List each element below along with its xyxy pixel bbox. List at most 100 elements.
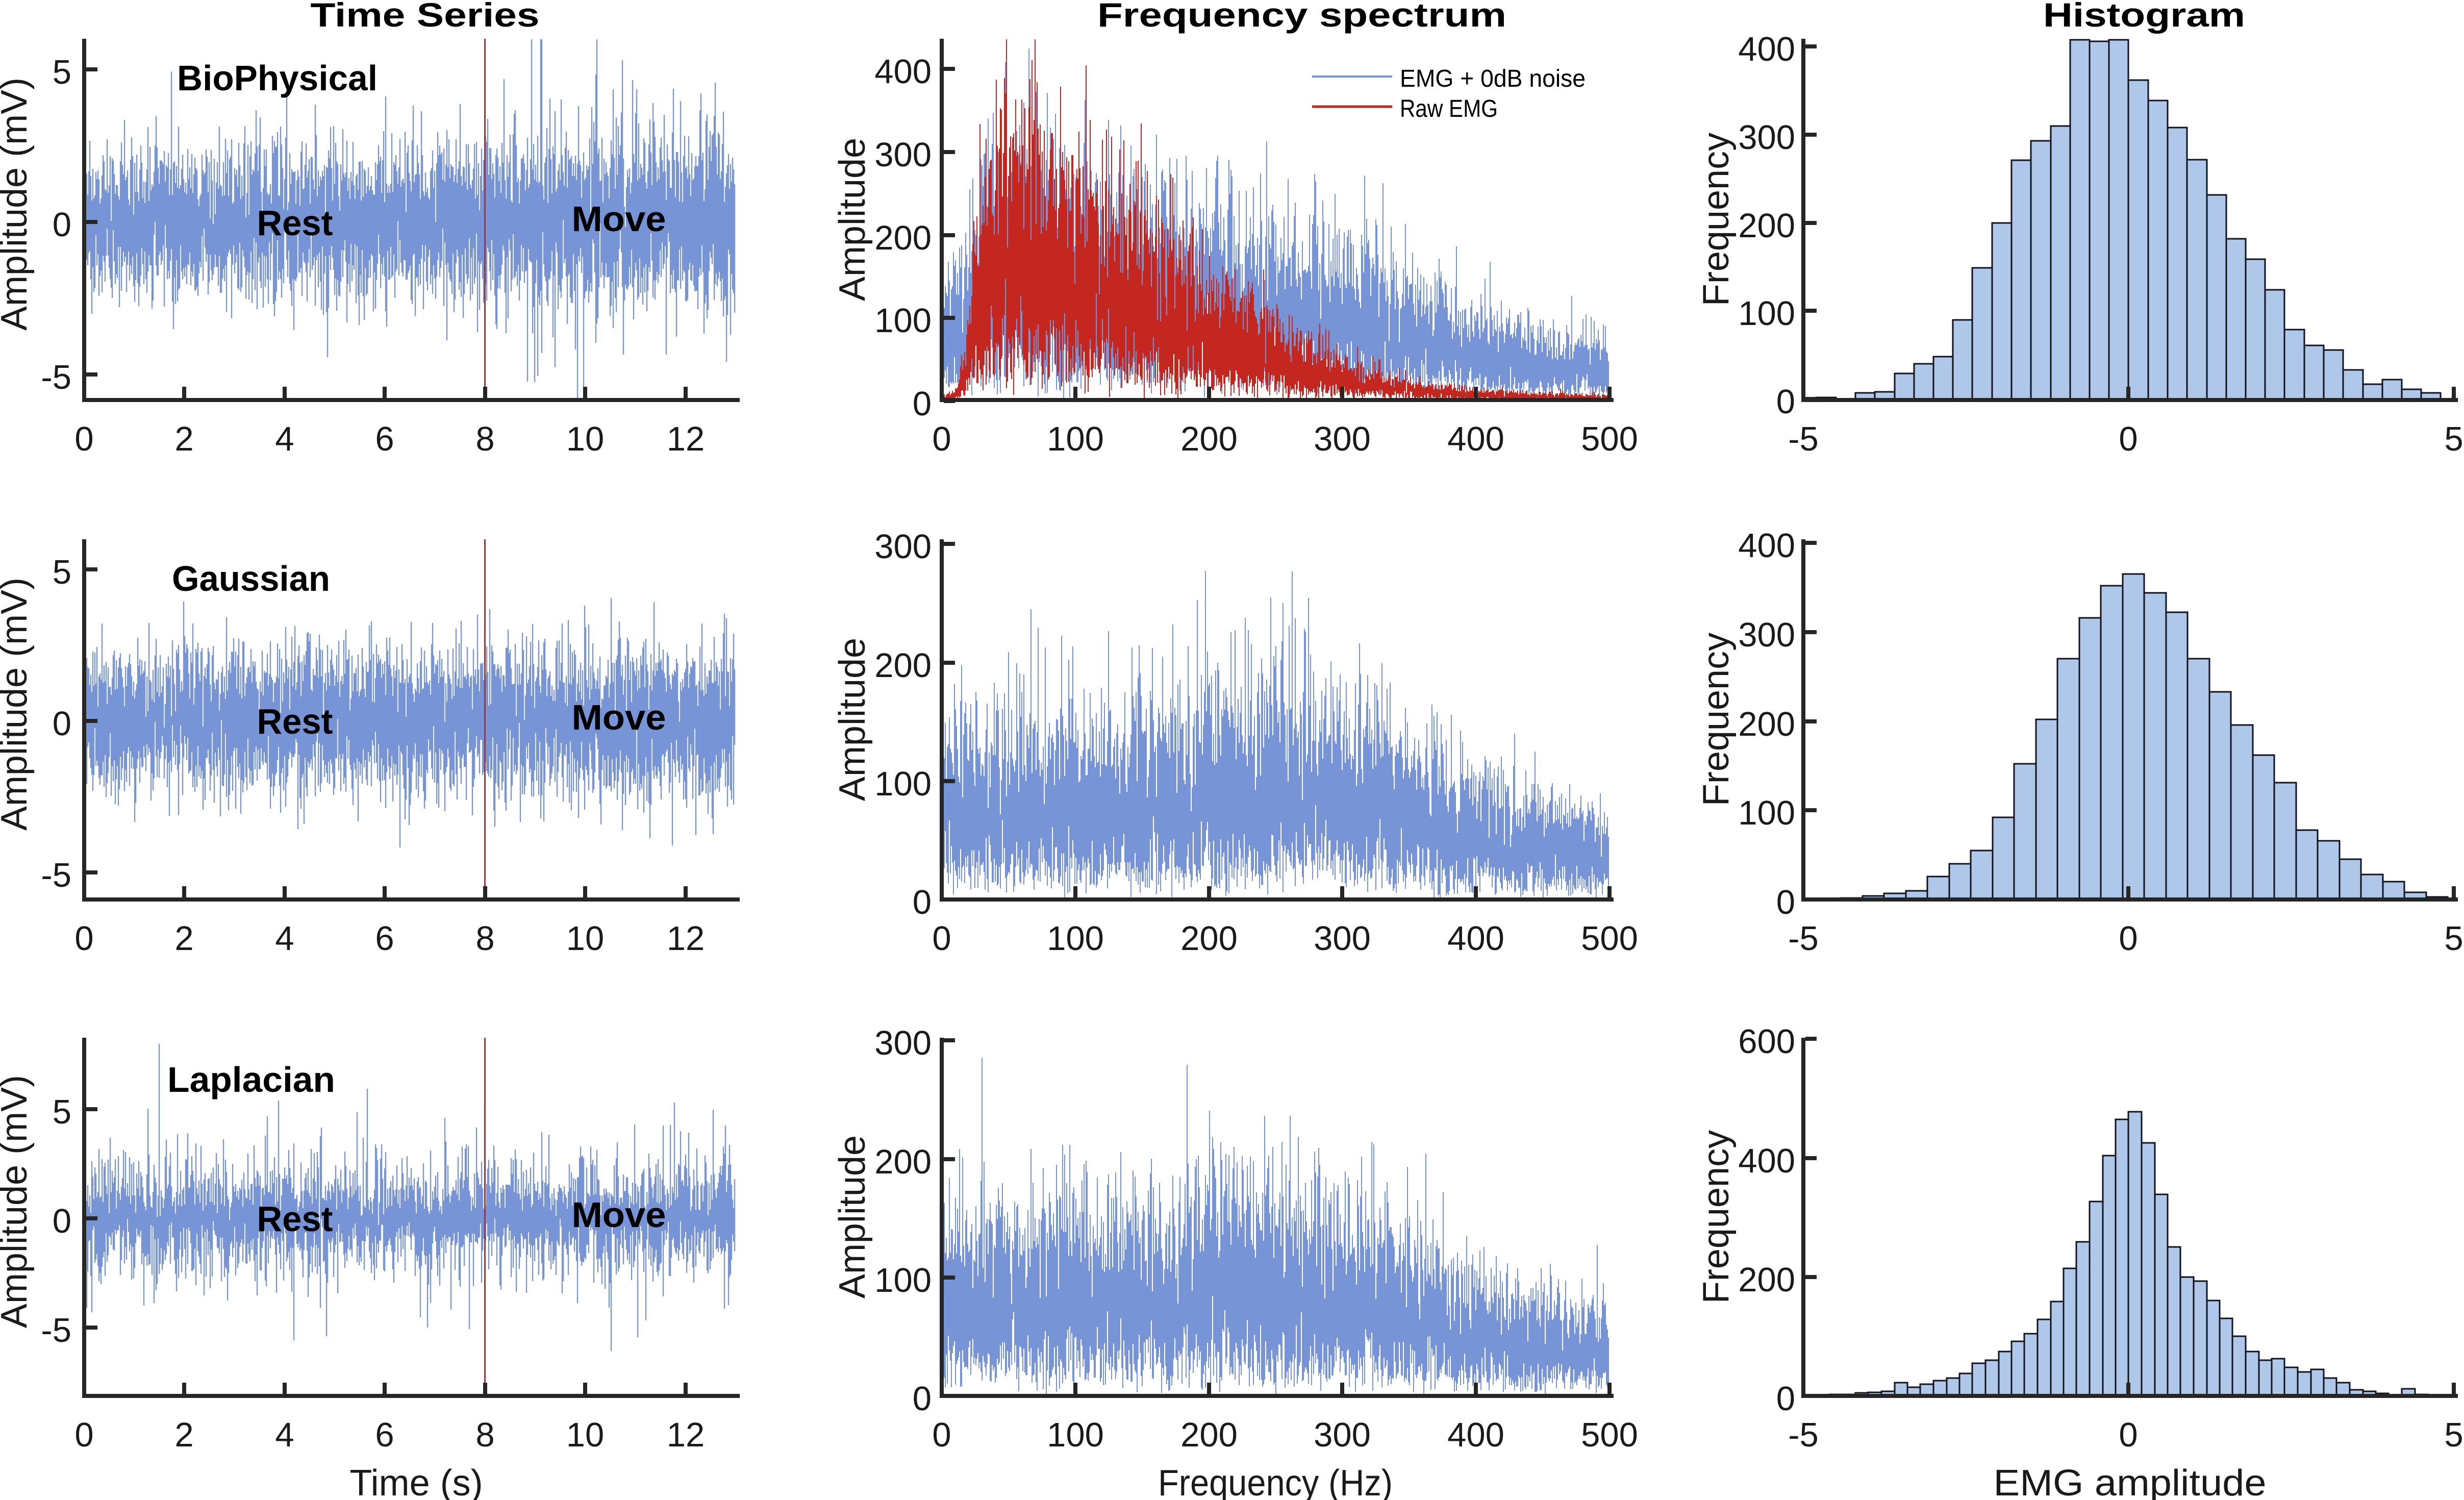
svg-text:200: 200 [1738,705,1795,743]
svg-text:0: 0 [74,1416,93,1454]
svg-text:500: 500 [1581,420,1638,458]
svg-text:200: 200 [1180,420,1238,458]
svg-text:0: 0 [74,919,93,958]
svg-text:Frequency (Hz): Frequency (Hz) [1158,1463,1393,1500]
svg-text:400: 400 [1738,527,1795,565]
svg-text:0: 0 [1776,383,1795,421]
svg-text:100: 100 [1738,794,1795,832]
svg-text:300: 300 [874,528,932,566]
svg-text:2: 2 [174,919,193,958]
svg-text:8: 8 [475,919,494,958]
svg-text:400: 400 [1447,420,1504,458]
svg-text:12: 12 [667,420,705,458]
svg-text:4: 4 [275,420,294,458]
svg-text:200: 200 [874,1143,932,1181]
svg-text:4: 4 [275,919,294,958]
svg-text:6: 6 [375,919,394,958]
svg-text:EMG + 0dB noise: EMG + 0dB noise [1400,65,1586,92]
svg-text:200: 200 [1738,1261,1795,1299]
svg-text:0: 0 [74,420,93,458]
svg-text:100: 100 [1047,1416,1104,1454]
svg-text:Amplitude: Amplitude [832,1135,873,1298]
svg-text:2: 2 [174,1416,193,1454]
svg-text:-5: -5 [1788,919,1819,958]
svg-text:200: 200 [1738,207,1795,245]
svg-text:200: 200 [874,646,932,685]
svg-text:300: 300 [1738,118,1795,157]
svg-text:Frequency spectrum: Frequency spectrum [1097,0,1506,34]
svg-text:EMG amplitude: EMG amplitude [1994,1463,2267,1500]
svg-text:5: 5 [53,53,71,91]
svg-text:0: 0 [913,385,932,423]
svg-text:300: 300 [874,1024,932,1062]
svg-text:5: 5 [2444,420,2463,458]
svg-text:Frequency: Frequency [1696,633,1737,806]
svg-text:8: 8 [475,1416,494,1454]
svg-text:10: 10 [566,1416,605,1454]
svg-text:500: 500 [1581,1416,1638,1454]
svg-text:0: 0 [2119,420,2138,458]
svg-text:500: 500 [1581,919,1638,958]
svg-text:100: 100 [874,1261,932,1299]
svg-text:Laplacian: Laplacian [167,1060,335,1099]
svg-text:6: 6 [375,1416,394,1454]
svg-text:0: 0 [2119,1416,2138,1454]
svg-text:400: 400 [874,53,932,91]
svg-text:10: 10 [566,420,605,458]
svg-text:0: 0 [53,1202,71,1240]
svg-text:300: 300 [1314,420,1371,458]
svg-text:Rest: Rest [257,203,333,243]
svg-text:-5: -5 [41,358,71,396]
svg-text:Amplitude: Amplitude [832,638,873,801]
svg-text:Gaussian: Gaussian [172,559,330,598]
svg-text:Frequency: Frequency [1696,1130,1737,1304]
svg-text:12: 12 [667,1416,705,1454]
svg-text:5: 5 [2444,919,2463,958]
svg-text:10: 10 [566,919,605,958]
svg-text:300: 300 [1314,919,1371,958]
svg-text:300: 300 [1314,1416,1371,1454]
svg-text:400: 400 [1447,919,1504,958]
svg-text:8: 8 [475,420,494,458]
svg-text:Time Series: Time Series [311,0,540,34]
svg-text:5: 5 [53,553,71,591]
svg-text:100: 100 [1047,420,1104,458]
svg-text:400: 400 [1738,1142,1795,1180]
svg-text:-5: -5 [41,856,71,894]
svg-text:BioPhysical: BioPhysical [177,58,378,98]
svg-text:100: 100 [1738,294,1795,333]
svg-text:Move: Move [572,199,666,239]
svg-text:100: 100 [874,302,932,340]
svg-text:400: 400 [1447,1416,1504,1454]
svg-text:0: 0 [913,883,932,921]
svg-text:-5: -5 [1788,420,1819,458]
svg-text:Rest: Rest [257,1199,333,1239]
svg-text:2: 2 [174,420,193,458]
svg-text:0: 0 [932,420,951,458]
svg-text:300: 300 [1738,616,1795,654]
svg-text:0: 0 [1776,1380,1795,1418]
svg-text:200: 200 [1180,1416,1238,1454]
svg-text:Move: Move [572,1195,666,1235]
svg-text:5: 5 [2444,1416,2463,1454]
svg-text:Amplitude (mV): Amplitude (mV) [0,1075,35,1328]
svg-text:0: 0 [932,919,951,958]
svg-text:Amplitude (mV): Amplitude (mV) [0,78,35,331]
svg-text:0: 0 [2119,919,2138,958]
svg-text:5: 5 [53,1093,71,1131]
svg-text:6: 6 [375,420,394,458]
svg-text:0: 0 [53,206,71,244]
svg-text:Time (s): Time (s) [349,1463,483,1500]
svg-text:0: 0 [913,1380,932,1418]
svg-text:Amplitude (mV): Amplitude (mV) [0,578,35,831]
svg-text:600: 600 [1738,1022,1795,1061]
svg-text:200: 200 [1180,919,1238,958]
svg-text:Frequency: Frequency [1696,133,1737,306]
svg-text:Raw EMG: Raw EMG [1400,95,1498,122]
svg-text:Amplitude: Amplitude [832,138,873,301]
svg-text:4: 4 [275,1416,294,1454]
svg-text:Histogram: Histogram [2043,0,2245,34]
svg-text:Rest: Rest [257,702,333,741]
svg-text:-5: -5 [1788,1416,1819,1454]
svg-text:100: 100 [874,765,932,803]
